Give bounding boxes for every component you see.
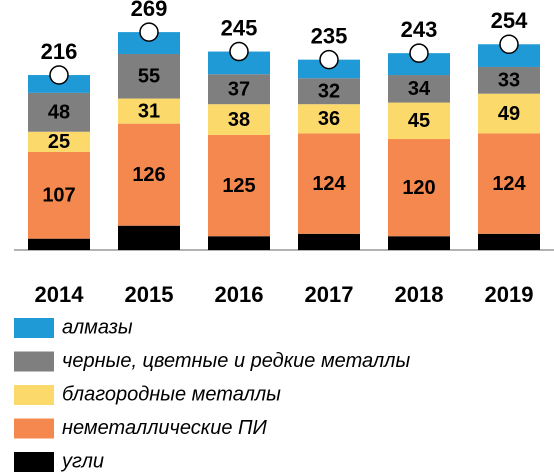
x-tick-label: 2015	[125, 282, 174, 307]
bar-segment	[298, 133, 360, 234]
bar-segment	[298, 78, 360, 105]
bar-segment	[118, 98, 180, 124]
data-label: 125	[222, 175, 255, 197]
data-label: 45	[408, 110, 430, 132]
legend-label: неметаллические ПИ	[62, 417, 268, 439]
x-tick-label: 2016	[215, 282, 264, 307]
bar-segment	[478, 66, 540, 94]
bar-segment	[208, 236, 270, 250]
bar-segment	[28, 238, 90, 250]
total-marker	[499, 34, 519, 55]
legend-swatch	[14, 351, 54, 372]
bar-segment	[208, 74, 270, 105]
bar-segment	[28, 131, 90, 152]
data-label: 38	[228, 109, 250, 131]
data-label: 124	[312, 173, 346, 195]
legend-swatch	[14, 385, 54, 405]
bar-segment	[388, 75, 450, 103]
data-label: 120	[402, 177, 435, 199]
bar-segment	[118, 225, 180, 250]
data-label: 36	[318, 108, 340, 130]
x-tick-label: 2019	[485, 282, 534, 307]
legend-label: алмазы	[62, 316, 133, 338]
total-label: 216	[41, 39, 78, 64]
bar-segment	[298, 104, 360, 134]
bar-segment	[118, 123, 180, 226]
legend-swatch	[14, 318, 54, 338]
data-label: 32	[318, 81, 340, 103]
data-label: 49	[498, 103, 520, 125]
x-tick-label: 2017	[305, 282, 354, 307]
legend-swatch	[14, 452, 54, 472]
bar-segment	[388, 236, 450, 250]
bar-segment	[478, 133, 540, 234]
bar-segment	[208, 134, 270, 237]
legend-label: благородные металлы	[62, 383, 281, 405]
data-label: 37	[228, 78, 250, 100]
bar-segment	[208, 51, 270, 75]
bar-segment	[118, 53, 180, 99]
x-tick-label: 2014	[35, 282, 85, 307]
data-label: 48	[48, 102, 70, 124]
total-label: 269	[131, 0, 168, 21]
total-label: 254	[491, 8, 528, 33]
bar-segment	[28, 151, 90, 239]
bar-segment	[388, 53, 450, 76]
total-label: 235	[311, 23, 348, 48]
total-label: 243	[401, 17, 438, 42]
x-tick-label: 2018	[395, 282, 444, 307]
data-label: 126	[132, 164, 165, 186]
total-label: 245	[221, 15, 258, 40]
legend-label: черные, цветные и редкие металлы	[62, 350, 410, 372]
bar-segment	[118, 32, 180, 54]
data-label: 34	[408, 78, 431, 100]
bar-segment	[478, 44, 540, 67]
data-label: 107	[42, 185, 75, 207]
bar-segment	[478, 233, 540, 250]
data-label: 124	[492, 173, 526, 195]
bar-segment	[388, 102, 450, 140]
bar-segment	[478, 93, 540, 134]
bar-segment	[28, 92, 90, 132]
bar-segment	[208, 104, 270, 135]
total-marker	[319, 49, 339, 70]
bar-segment	[298, 233, 360, 250]
data-label: 55	[138, 66, 160, 88]
total-marker	[49, 65, 69, 85]
total-marker	[409, 43, 429, 63]
bar-segment	[388, 139, 450, 237]
legend-swatch	[14, 418, 54, 439]
data-label: 25	[48, 131, 70, 153]
data-label: 31	[138, 100, 160, 122]
legend-label: угли	[60, 450, 104, 472]
total-marker	[139, 22, 159, 42]
total-marker	[229, 41, 249, 62]
data-label: 33	[498, 70, 520, 92]
